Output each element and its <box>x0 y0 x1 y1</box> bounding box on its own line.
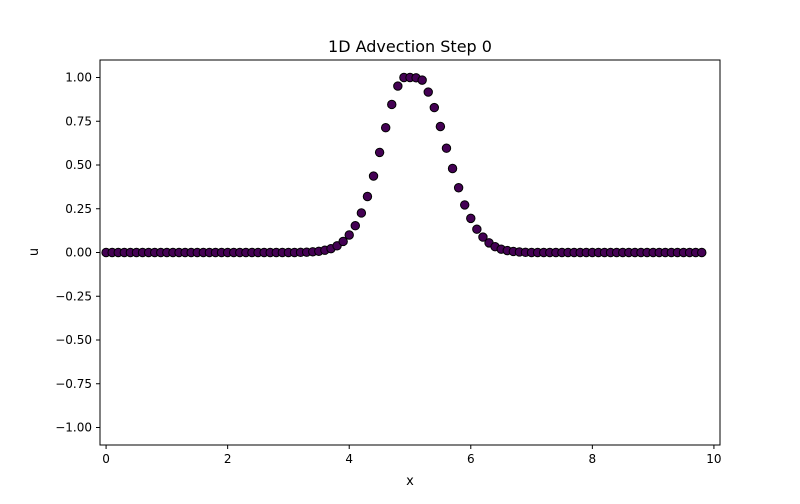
data-point <box>478 232 488 242</box>
y-tick-label: −0.75 <box>55 377 92 391</box>
data-point <box>435 121 446 132</box>
data-point <box>374 147 385 158</box>
y-tick-label: 0.75 <box>65 114 92 128</box>
data-point <box>417 75 427 85</box>
data-point <box>350 221 360 231</box>
data-point <box>338 236 348 247</box>
y-axis-label: u <box>27 248 42 256</box>
data-point <box>453 183 464 193</box>
y-tick-label: 0.25 <box>65 202 92 216</box>
chart-title: 1D Advection Step 0 <box>328 37 492 56</box>
data-point <box>447 163 458 174</box>
data-point <box>460 200 470 210</box>
x-tick-label: 4 <box>345 452 353 466</box>
y-axis-ticks: −1.00 −0.75 −0.50 −0.25 0.00 0.25 0.50 0.75 1.00 <box>55 71 100 435</box>
data-point <box>472 224 482 234</box>
y-tick-label: −0.25 <box>55 289 92 303</box>
data-points <box>101 72 707 258</box>
x-tick-label: 2 <box>224 452 232 466</box>
data-point <box>423 87 433 97</box>
data-point <box>466 213 476 224</box>
data-point <box>344 230 354 240</box>
data-point <box>429 102 440 113</box>
y-tick-label: 0.00 <box>65 246 92 260</box>
x-tick-label: 0 <box>102 452 110 466</box>
data-point <box>387 99 397 110</box>
x-tick-label: 8 <box>589 452 597 466</box>
y-tick-label: 1.00 <box>65 71 92 85</box>
x-tick-label: 6 <box>467 452 475 466</box>
plot-area-frame <box>99 59 721 446</box>
x-axis-label: x <box>406 474 414 489</box>
data-point <box>697 247 707 258</box>
data-point <box>393 81 403 91</box>
x-axis-ticks: 0 2 4 6 8 10 <box>102 445 722 466</box>
data-point <box>441 143 452 153</box>
data-point <box>368 171 379 181</box>
y-tick-label: −1.00 <box>55 421 92 435</box>
x-tick-label: 10 <box>706 452 721 466</box>
y-tick-label: −0.50 <box>55 333 92 347</box>
data-point <box>362 191 373 202</box>
y-tick-label: 0.50 <box>65 158 92 172</box>
data-point <box>356 208 367 218</box>
data-point <box>380 123 391 133</box>
